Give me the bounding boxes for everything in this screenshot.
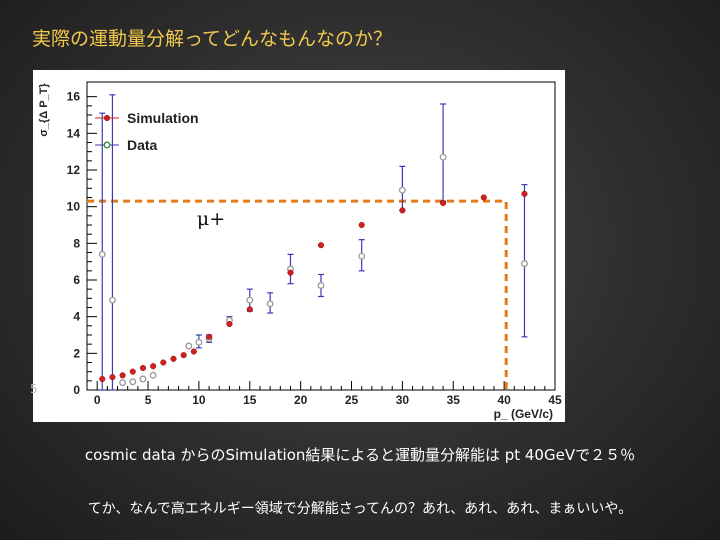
simulation-point bbox=[129, 368, 136, 375]
simulation-point bbox=[180, 352, 187, 359]
data-point bbox=[439, 153, 447, 161]
plot-frame-box bbox=[86, 81, 556, 391]
y-tick-label: 6 bbox=[73, 273, 80, 287]
y-tick-label: 12 bbox=[67, 163, 81, 177]
data-point bbox=[98, 250, 106, 258]
guide-dashed-line bbox=[87, 199, 508, 390]
data-point bbox=[129, 378, 137, 386]
x-tick-label: 25 bbox=[345, 393, 359, 407]
data-point bbox=[358, 252, 366, 260]
simulation-point bbox=[109, 374, 116, 381]
data-point bbox=[119, 379, 127, 387]
x-tick-label: 35 bbox=[447, 393, 461, 407]
x-tick-label: 30 bbox=[396, 393, 410, 407]
caption-question: てか、なんで高エネルギー領域で分解能さってんの？あれ、あれ、あれ、まぁいいや。 bbox=[87, 501, 633, 517]
simulation-point bbox=[139, 364, 147, 372]
x-tick-label: 20 bbox=[294, 393, 308, 407]
y-tick-label: 16 bbox=[67, 90, 81, 104]
slide-title: 実際の運動量分解ってどんなもんなのか？ bbox=[32, 28, 393, 50]
y-tick-label: 8 bbox=[73, 236, 80, 250]
data-point bbox=[521, 260, 528, 267]
legend-entry: Data bbox=[127, 137, 158, 153]
x-axis-label: p_ (GeV/c) bbox=[494, 407, 553, 421]
simulation-point bbox=[190, 348, 197, 355]
data-point bbox=[185, 342, 193, 350]
plot-frame: 0 5 10 15 20 25 30 35 40 45 0 2 4 6 8 10 12 14 16 p_ (GeV/c… bbox=[33, 70, 565, 422]
data-point bbox=[317, 282, 325, 289]
y-tick-label: 0 bbox=[73, 383, 80, 397]
y-tick-label: 14 bbox=[67, 126, 81, 140]
data-point bbox=[108, 296, 116, 304]
x-tick-label: 0 bbox=[94, 393, 101, 407]
y-tick-label: 4 bbox=[73, 310, 80, 324]
y-axis-label: σ_{Δ P_T} bbox=[38, 83, 50, 137]
simulation-point bbox=[119, 372, 126, 379]
simulation-point bbox=[99, 375, 106, 383]
data-point bbox=[398, 186, 406, 194]
caption-resolution: cosmic data からのSimulation結果によると運動量分解能は p… bbox=[84, 446, 636, 464]
chart: 0 5 10 15 20 25 30 35 40 45 0 2 4 6 8 10 12 14 16 p_ (GeV/c… bbox=[38, 81, 562, 421]
simulation-point bbox=[399, 207, 406, 214]
legend-swatch-marker bbox=[103, 141, 111, 149]
simulation-point bbox=[160, 359, 167, 366]
y-tick-label: 10 bbox=[67, 200, 81, 214]
simulation-point bbox=[226, 320, 233, 328]
x-tick-label: 10 bbox=[192, 393, 206, 407]
simulation-point bbox=[358, 221, 365, 229]
data-point bbox=[195, 338, 203, 346]
x-tick-label: 40 bbox=[497, 393, 511, 407]
data-point bbox=[139, 375, 147, 383]
simulation-point bbox=[440, 199, 447, 207]
x-tick-label: 15 bbox=[243, 393, 257, 407]
simulation-point bbox=[246, 306, 253, 313]
y-tick-label: 2 bbox=[73, 346, 80, 360]
side-mark: 5 bbox=[30, 382, 38, 396]
data-point bbox=[246, 296, 254, 304]
simulation-point bbox=[480, 194, 487, 201]
annotation-label: μ+ bbox=[197, 208, 225, 230]
legend-swatch-marker bbox=[103, 114, 111, 122]
simulation-point bbox=[150, 363, 157, 370]
simulation-point bbox=[317, 242, 325, 249]
simulation-point bbox=[206, 333, 213, 340]
data-point bbox=[149, 371, 157, 379]
x-tick-label: 45 bbox=[548, 393, 562, 407]
x-tick-label: 5 bbox=[145, 393, 152, 407]
legend-entry: Simulation bbox=[127, 110, 199, 126]
simulation-point bbox=[521, 190, 528, 197]
data-point bbox=[266, 300, 274, 308]
simulation-point bbox=[170, 355, 177, 362]
simulation-point bbox=[287, 269, 294, 276]
